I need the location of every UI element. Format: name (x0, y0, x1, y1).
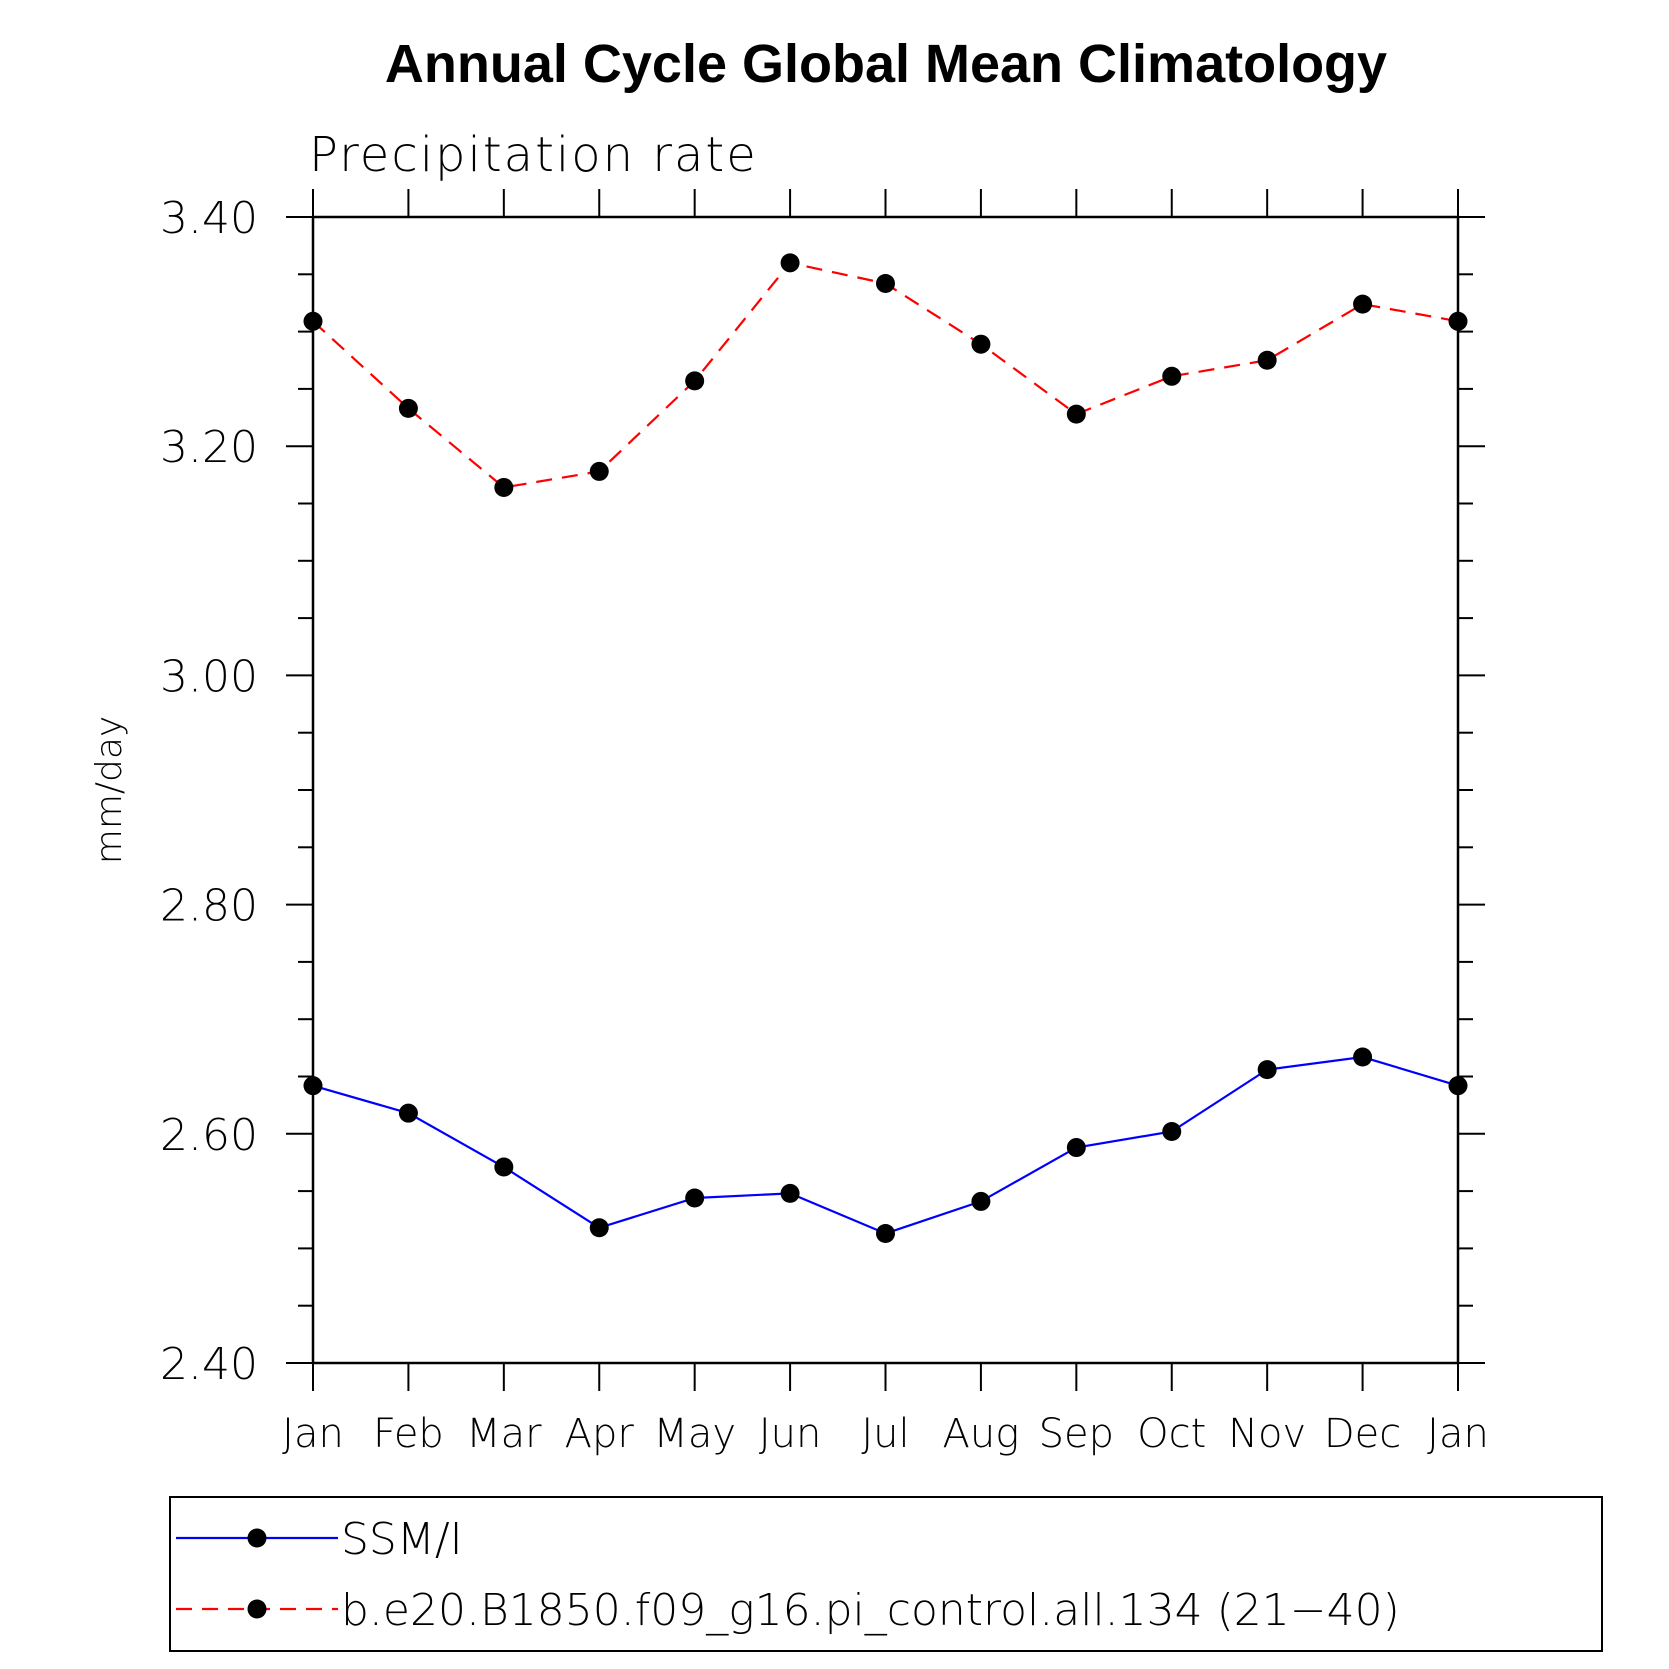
data-point (494, 477, 514, 497)
y-tick-label: 2.80 (160, 881, 258, 932)
data-point (1353, 294, 1373, 314)
x-tick-label: Jan (1427, 1411, 1489, 1457)
data-point (971, 1191, 991, 1211)
x-tick-label: May (653, 1411, 736, 1457)
data-point (780, 253, 800, 273)
legend-box (169, 1496, 1603, 1652)
data-point (876, 273, 895, 293)
data-point (398, 398, 418, 418)
x-tick-label: Dec (1324, 1411, 1401, 1457)
x-axis: Jan Feb Mar Apr May Jun Jul Aug Sep Oct Nov Dec Jan (282, 189, 1489, 1457)
data-point (589, 1218, 609, 1238)
data-point (1066, 1138, 1086, 1158)
series-line (312, 261, 1459, 489)
data-point (1066, 404, 1086, 424)
y-axis-label: mm/day (89, 716, 130, 864)
plot-frame (311, 215, 1460, 1365)
legend-label: SSM/I (341, 1514, 463, 1565)
series-1 (303, 253, 1468, 497)
legend-marker (247, 1599, 267, 1619)
data-point (1257, 1060, 1277, 1080)
y-tick-label: 2.40 (160, 1339, 258, 1390)
y-axis: 2.40 2.60 2.80 3.00 3.20 3.40 (160, 193, 1485, 1390)
series-layer (303, 253, 1468, 1244)
data-point (971, 334, 991, 354)
data-point (1448, 311, 1468, 331)
legend: SSM/I b.e20.B1850.f09_g16.pi_control.all.… (169, 1496, 1603, 1652)
data-point (685, 1188, 705, 1208)
x-tick-label: Jan (282, 1411, 344, 1457)
x-tick-label: Oct (1137, 1411, 1206, 1457)
x-tick-label: Jun (759, 1411, 822, 1457)
chart-subtitle: Precipitation rate (309, 127, 758, 183)
x-tick-label: Jul (861, 1411, 909, 1457)
data-point (780, 1183, 800, 1203)
legend-marker (247, 1528, 267, 1548)
data-point (494, 1157, 514, 1177)
data-point (685, 371, 705, 391)
y-tick-label: 3.20 (160, 422, 258, 473)
data-point (398, 1103, 418, 1123)
data-point (1448, 1076, 1468, 1096)
x-tick-label: Apr (565, 1411, 635, 1457)
data-point (1353, 1047, 1373, 1067)
y-tick-label: 3.00 (160, 651, 258, 702)
x-tick-label: Mar (466, 1411, 542, 1457)
data-point (303, 1076, 323, 1096)
y-tick-label: 3.40 (160, 193, 258, 244)
x-tick-label: Aug (943, 1411, 1020, 1457)
plot-border (311, 215, 1460, 1365)
x-tick-label: Nov (1228, 1411, 1306, 1457)
series-line (312, 1055, 1459, 1235)
x-tick-label: Sep (1039, 1411, 1114, 1457)
y-tick-label: 2.60 (160, 1110, 258, 1161)
chart-title: Annual Cycle Global Mean Climatology (385, 34, 1387, 94)
data-point (589, 461, 609, 481)
data-point (303, 311, 323, 331)
data-point (876, 1224, 895, 1244)
data-point (1162, 366, 1182, 386)
legend-label: b.e20.B1850.f09_g16.pi_control.all.134 (… (341, 1585, 1400, 1636)
data-point (1162, 1122, 1182, 1142)
data-point (1257, 350, 1277, 370)
x-tick-label: Feb (373, 1411, 444, 1457)
series-0 (303, 1047, 1468, 1244)
